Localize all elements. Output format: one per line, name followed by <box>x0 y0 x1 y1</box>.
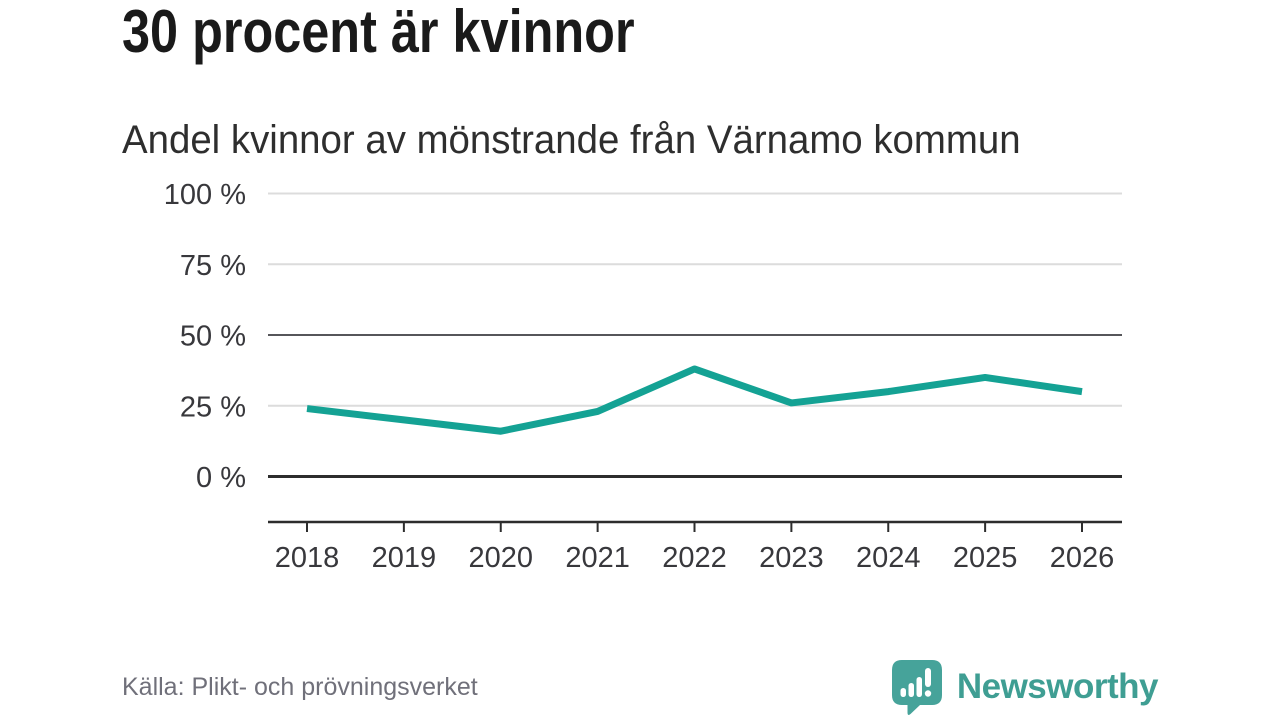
x-axis-label: 2024 <box>856 542 921 574</box>
source-note: Källa: Plikt- och prövningsverket <box>122 672 478 701</box>
y-axis-label: 50 % <box>180 321 246 353</box>
x-axis-label: 2020 <box>468 542 533 574</box>
y-axis-label: 0 % <box>196 462 246 494</box>
chart-footer: Källa: Plikt- och prövningsverket Newswo… <box>122 658 1159 716</box>
y-axis-label: 100 % <box>164 179 246 211</box>
x-axis-label: 2022 <box>662 542 727 574</box>
x-axis-label: 2019 <box>372 542 437 574</box>
x-axis-label: 2023 <box>759 542 824 574</box>
x-axis-label: 2021 <box>565 542 630 574</box>
y-axis-label: 25 % <box>180 391 246 423</box>
trend-line <box>306 365 1083 435</box>
x-axis-label: 2026 <box>1050 542 1115 574</box>
x-axis-label: 2018 <box>275 542 340 574</box>
x-axis-label: 2025 <box>953 542 1018 574</box>
newsworthy-logo-text: Newsworthy <box>956 667 1159 706</box>
chart-subtitle: Andel kvinnor av mönstrande från Värnamo… <box>122 118 1021 162</box>
newsworthy-logo: Newsworthy <box>891 659 1159 716</box>
newsworthy-logo-icon <box>891 659 942 715</box>
y-axis-label: 75 % <box>180 250 246 282</box>
headline: 30 procent är kvinnor <box>122 0 635 65</box>
